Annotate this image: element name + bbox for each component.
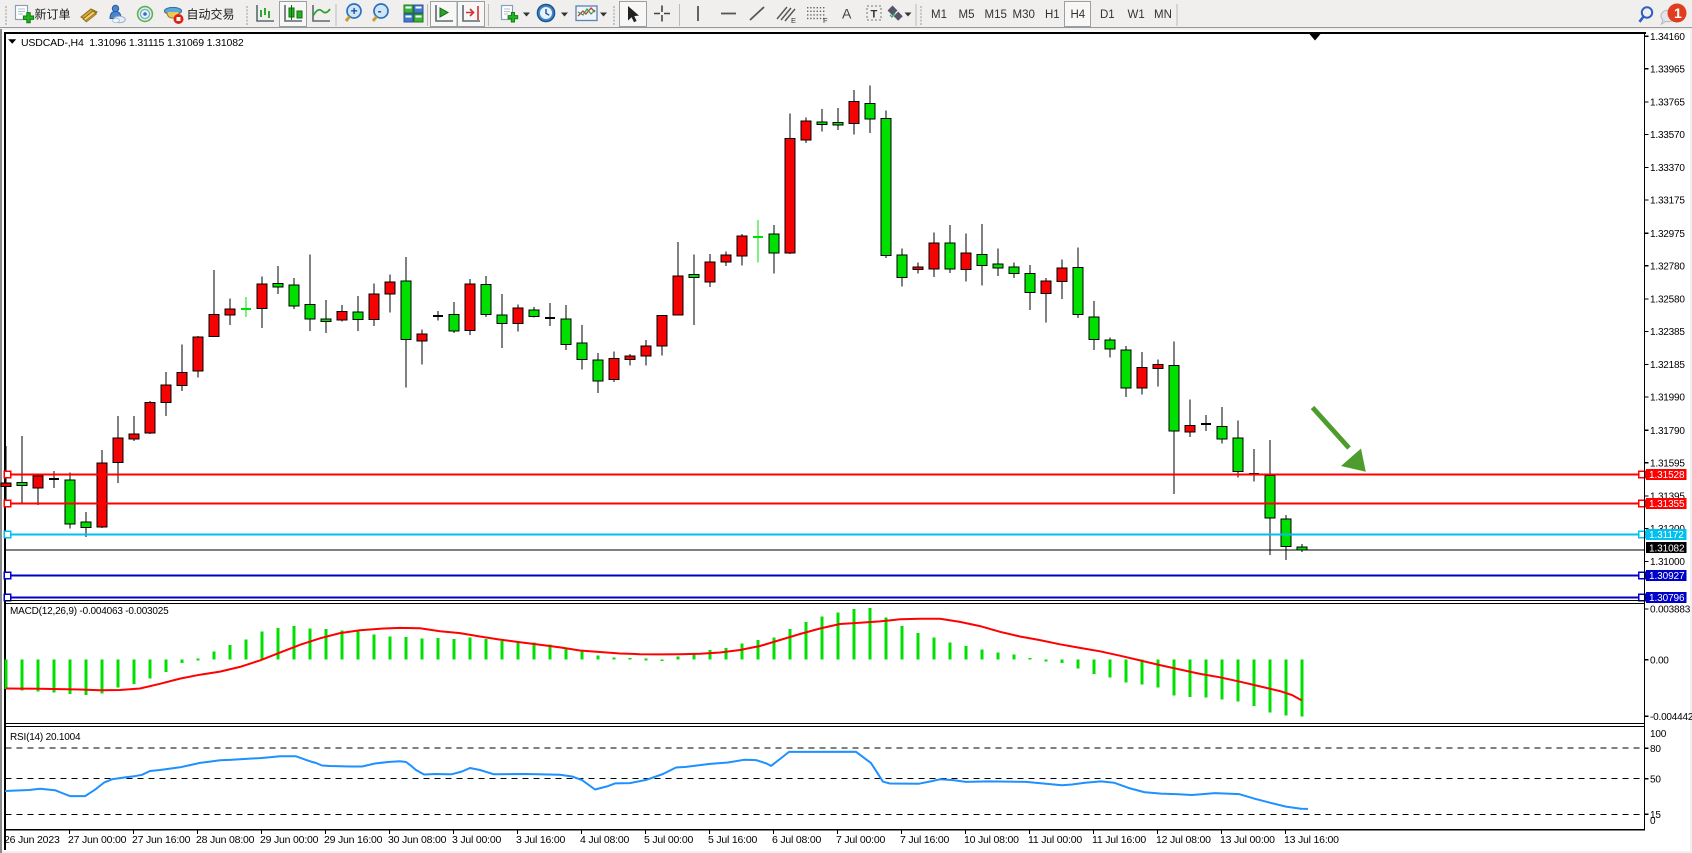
svg-text:1.32975: 1.32975 — [1650, 229, 1685, 240]
svg-text:80: 80 — [1650, 744, 1661, 755]
svg-text:M5: M5 — [959, 9, 975, 21]
svg-text:H1: H1 — [1045, 9, 1060, 21]
svg-text:1.32780: 1.32780 — [1650, 261, 1685, 272]
svg-text:5 Jul 00:00: 5 Jul 00:00 — [644, 834, 694, 846]
svg-text:6 Jul 08:00: 6 Jul 08:00 — [772, 834, 822, 846]
svg-text:W1: W1 — [1128, 9, 1145, 21]
svg-text:1.33570: 1.33570 — [1650, 130, 1685, 141]
svg-text:MN: MN — [1154, 9, 1172, 21]
svg-text:26 Jun 2023: 26 Jun 2023 — [4, 834, 60, 846]
svg-text:-: - — [378, 4, 382, 18]
svg-text:29 Jun 16:00: 29 Jun 16:00 — [324, 834, 383, 846]
svg-text:1.31355: 1.31355 — [1649, 499, 1685, 510]
svg-text:T: T — [871, 9, 878, 21]
svg-text:MACD(12,26,9) -0.004063 -0.003: MACD(12,26,9) -0.004063 -0.003025 — [10, 606, 169, 617]
svg-text:E: E — [791, 16, 796, 25]
svg-text:+: + — [351, 4, 358, 18]
svg-text:27 Jun 00:00: 27 Jun 00:00 — [68, 834, 127, 846]
svg-text:1.32580: 1.32580 — [1650, 295, 1685, 306]
svg-text:1.33965: 1.33965 — [1650, 64, 1685, 75]
svg-text:1.31000: 1.31000 — [1650, 557, 1685, 568]
svg-text:1.30927: 1.30927 — [1649, 571, 1685, 582]
svg-text:自动交易: 自动交易 — [187, 7, 235, 22]
svg-text:新订单: 新订单 — [35, 7, 71, 22]
svg-text:1.33175: 1.33175 — [1650, 196, 1685, 207]
svg-text:0.00: 0.00 — [1650, 655, 1669, 666]
svg-text:7 Jul 00:00: 7 Jul 00:00 — [836, 834, 886, 846]
svg-text:3 Jul 16:00: 3 Jul 16:00 — [516, 834, 566, 846]
svg-text:M30: M30 — [1013, 9, 1035, 21]
svg-text:15: 15 — [1650, 810, 1661, 821]
svg-text:F: F — [823, 16, 828, 25]
svg-text:7 Jul 16:00: 7 Jul 16:00 — [900, 834, 950, 846]
svg-text:100: 100 — [1650, 729, 1667, 740]
svg-text:1.30796: 1.30796 — [1649, 593, 1685, 604]
svg-text:1.32185: 1.32185 — [1650, 360, 1685, 371]
svg-text:-0.004442: -0.004442 — [1650, 712, 1692, 723]
svg-text:50: 50 — [1650, 774, 1661, 785]
svg-text:3 Jul 00:00: 3 Jul 00:00 — [452, 834, 502, 846]
svg-text:12 Jul 08:00: 12 Jul 08:00 — [1156, 834, 1211, 846]
svg-text:11 Jul 16:00: 11 Jul 16:00 — [1092, 834, 1146, 846]
svg-text:27 Jun 16:00: 27 Jun 16:00 — [132, 834, 191, 846]
svg-text:30 Jun 08:00: 30 Jun 08:00 — [388, 834, 447, 846]
svg-text:1.31990: 1.31990 — [1650, 393, 1685, 404]
svg-text:29 Jun 00:00: 29 Jun 00:00 — [260, 834, 319, 846]
svg-text:H4: H4 — [1071, 9, 1086, 21]
svg-text:RSI(14) 20.1004: RSI(14) 20.1004 — [10, 732, 81, 743]
svg-text:1.34160: 1.34160 — [1650, 32, 1685, 43]
svg-text:5 Jul 16:00: 5 Jul 16:00 — [708, 834, 758, 846]
svg-text:13 Jul 16:00: 13 Jul 16:00 — [1284, 834, 1339, 846]
svg-text:A: A — [842, 6, 852, 22]
svg-text:28 Jun 08:00: 28 Jun 08:00 — [196, 834, 255, 846]
svg-text:1.33765: 1.33765 — [1650, 98, 1685, 109]
svg-text:1.31082: 1.31082 — [1649, 543, 1685, 554]
svg-text:1.31790: 1.31790 — [1650, 426, 1685, 437]
svg-text:M1: M1 — [931, 9, 947, 21]
svg-text:1.31528: 1.31528 — [1649, 470, 1685, 481]
svg-text:1.32385: 1.32385 — [1650, 327, 1685, 338]
svg-text:1.33370: 1.33370 — [1650, 163, 1685, 174]
svg-text:10 Jul 08:00: 10 Jul 08:00 — [964, 834, 1019, 846]
svg-text:USDCAD-,H4 1.31096 1.31115 1.: USDCAD-,H4 1.31096 1.31115 1.31069 1.310… — [21, 37, 244, 49]
svg-text:1.31172: 1.31172 — [1649, 530, 1684, 541]
svg-text:D1: D1 — [1100, 9, 1115, 21]
svg-text:0.003883: 0.003883 — [1650, 605, 1691, 616]
svg-text:4 Jul 08:00: 4 Jul 08:00 — [580, 834, 630, 846]
svg-text:1.31395: 1.31395 — [1650, 492, 1685, 503]
svg-text:M15: M15 — [985, 9, 1007, 21]
svg-text:11 Jul 00:00: 11 Jul 00:00 — [1028, 834, 1082, 846]
svg-text:1.31595: 1.31595 — [1650, 458, 1685, 469]
svg-text:1: 1 — [1674, 5, 1682, 21]
svg-text:0: 0 — [1650, 816, 1656, 827]
svg-text:13 Jul 00:00: 13 Jul 00:00 — [1220, 834, 1275, 846]
